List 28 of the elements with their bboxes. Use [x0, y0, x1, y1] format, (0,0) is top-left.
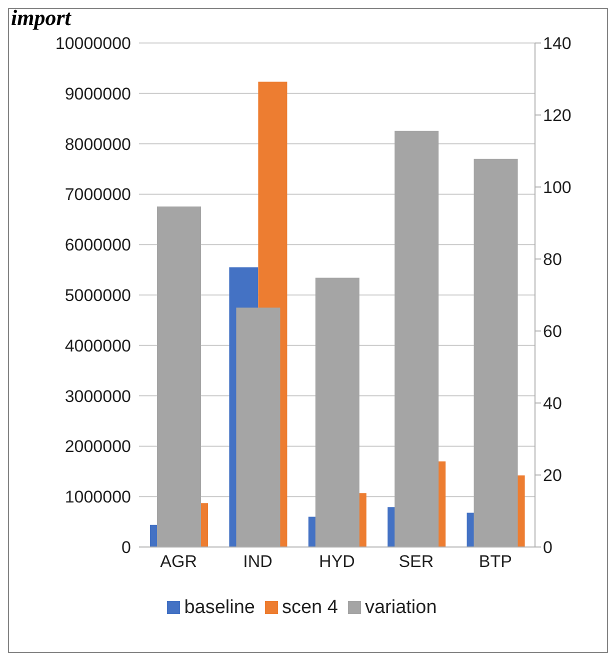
y-tick-label: 10000000 — [55, 34, 131, 54]
y-tick-label: 9000000 — [64, 84, 131, 104]
y2-tick-label: 20 — [543, 466, 562, 486]
x-tick-label: IND — [243, 552, 272, 572]
x-tick-label: SER — [398, 552, 434, 572]
legend-label: scen 4 — [282, 597, 338, 618]
y2-tick-label: 100 — [543, 178, 572, 198]
x-tick-label: AGR — [160, 552, 198, 572]
y-tick-label: 4000000 — [64, 336, 131, 356]
y-tick-label: 7000000 — [64, 185, 131, 204]
y2-tick-label: 60 — [543, 322, 562, 342]
y2-tick-label: 140 — [543, 34, 572, 54]
legend-label: variation — [364, 597, 437, 618]
y-tick-label: 0 — [122, 538, 131, 558]
y2-tick-label: 0 — [543, 538, 552, 558]
chart-title: import — [11, 5, 71, 31]
y2-tick-label: 40 — [543, 394, 562, 414]
y-tick-label: 2000000 — [64, 437, 131, 456]
x-tick-label: BTP — [478, 552, 512, 572]
y-tick-label: 3000000 — [64, 386, 131, 406]
legend-label: baseline — [184, 597, 255, 618]
y-tick-label: 8000000 — [64, 134, 131, 154]
y-tick-label: 5000000 — [64, 286, 131, 306]
y-tick-label: 6000000 — [64, 236, 131, 255]
y-tick-label: 1000000 — [64, 488, 131, 507]
y2-tick-label: 80 — [543, 250, 562, 270]
x-tick-label: HYD — [319, 552, 355, 572]
y2-tick-label: 120 — [543, 106, 572, 126]
